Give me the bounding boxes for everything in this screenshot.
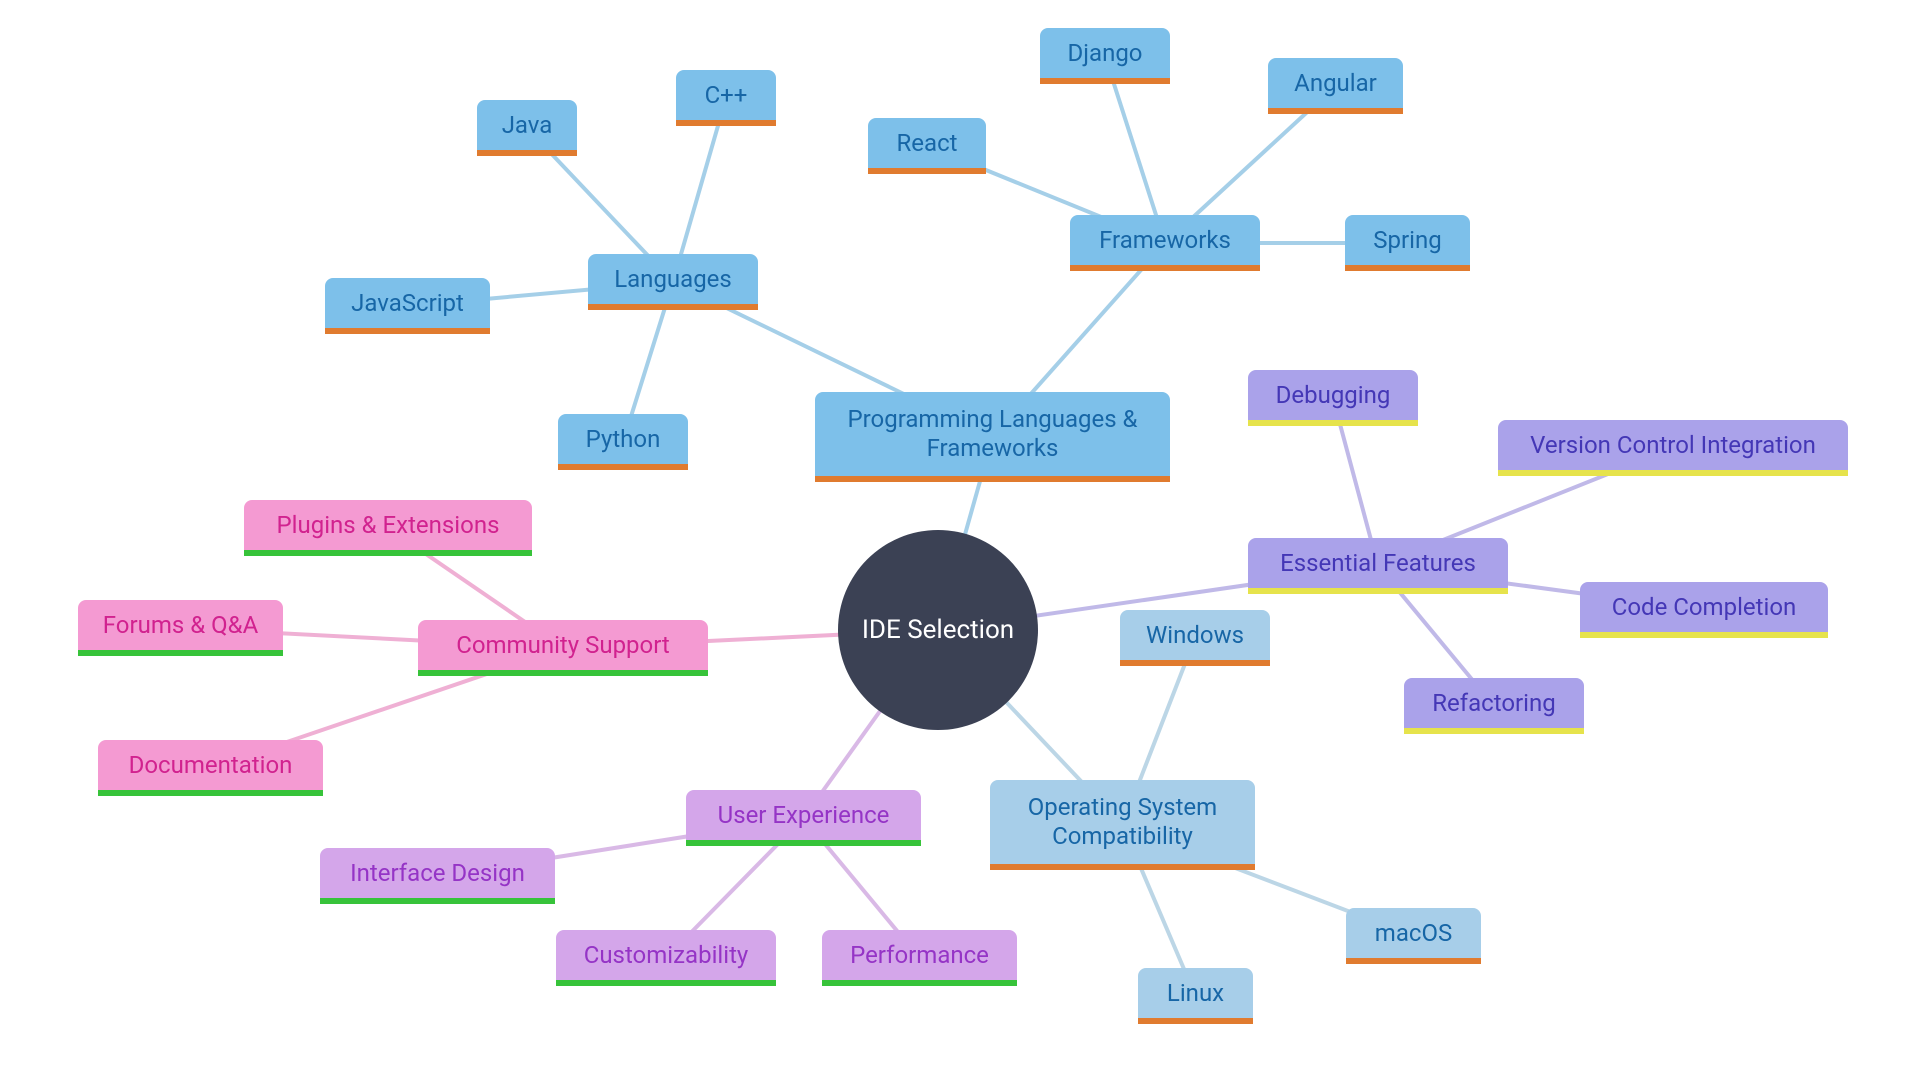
- node-os: Operating System Compatibility: [990, 780, 1255, 870]
- node-ux: User Experience: [686, 790, 921, 846]
- node-label: Java: [502, 111, 553, 140]
- node-label: Operating System Compatibility: [1028, 793, 1217, 851]
- node-dbg: Debugging: [1248, 370, 1418, 426]
- node-linux: Linux: [1138, 968, 1253, 1024]
- node-label: Linux: [1167, 979, 1224, 1008]
- center-label: IDE Selection: [862, 615, 1014, 645]
- center-node: IDE Selection: [838, 530, 1038, 730]
- node-label: Languages: [614, 265, 732, 294]
- node-react: React: [868, 118, 986, 174]
- node-label: JavaScript: [351, 289, 464, 318]
- node-label: Plugins & Extensions: [277, 511, 500, 540]
- node-label: Forums & Q&A: [103, 611, 258, 640]
- node-ef: Essential Features: [1248, 538, 1508, 594]
- node-vcs: Version Control Integration: [1498, 420, 1848, 476]
- node-label: Debugging: [1276, 381, 1391, 410]
- node-win: Windows: [1120, 610, 1270, 666]
- node-cpp: C++: [676, 70, 776, 126]
- node-label: Windows: [1146, 621, 1244, 650]
- node-pext: Plugins & Extensions: [244, 500, 532, 556]
- node-label: Code Completion: [1612, 593, 1797, 622]
- node-label: C++: [705, 81, 748, 110]
- node-forum: Forums & Q&A: [78, 600, 283, 656]
- node-label: User Experience: [718, 801, 890, 830]
- node-label: Customizability: [584, 941, 749, 970]
- node-perf: Performance: [822, 930, 1017, 986]
- node-plf: Programming Languages & Frameworks: [815, 392, 1170, 482]
- node-label: Programming Languages & Frameworks: [847, 405, 1137, 463]
- node-label: Angular: [1294, 69, 1377, 98]
- node-cs: Community Support: [418, 620, 708, 676]
- node-label: Performance: [850, 941, 989, 970]
- node-uidn: Interface Design: [320, 848, 555, 904]
- node-dj: Django: [1040, 28, 1170, 84]
- node-label: Version Control Integration: [1530, 431, 1816, 460]
- node-label: Spring: [1373, 226, 1441, 255]
- node-label: React: [897, 129, 958, 158]
- node-spring: Spring: [1345, 215, 1470, 271]
- node-label: Community Support: [456, 631, 670, 660]
- node-label: Documentation: [129, 751, 293, 780]
- node-label: Essential Features: [1280, 549, 1476, 578]
- node-lang: Languages: [588, 254, 758, 310]
- node-label: Python: [586, 425, 661, 454]
- node-py: Python: [558, 414, 688, 470]
- node-doc: Documentation: [98, 740, 323, 796]
- node-ng: Angular: [1268, 58, 1403, 114]
- node-fw: Frameworks: [1070, 215, 1260, 271]
- node-cust: Customizability: [556, 930, 776, 986]
- node-mac: macOS: [1346, 908, 1481, 964]
- node-label: Frameworks: [1099, 226, 1231, 255]
- node-js: JavaScript: [325, 278, 490, 334]
- node-ref: Refactoring: [1404, 678, 1584, 734]
- node-label: Refactoring: [1432, 689, 1555, 718]
- node-cc: Code Completion: [1580, 582, 1828, 638]
- node-label: Django: [1068, 39, 1143, 68]
- node-label: macOS: [1375, 919, 1452, 948]
- node-label: Interface Design: [350, 859, 525, 888]
- node-java: Java: [477, 100, 577, 156]
